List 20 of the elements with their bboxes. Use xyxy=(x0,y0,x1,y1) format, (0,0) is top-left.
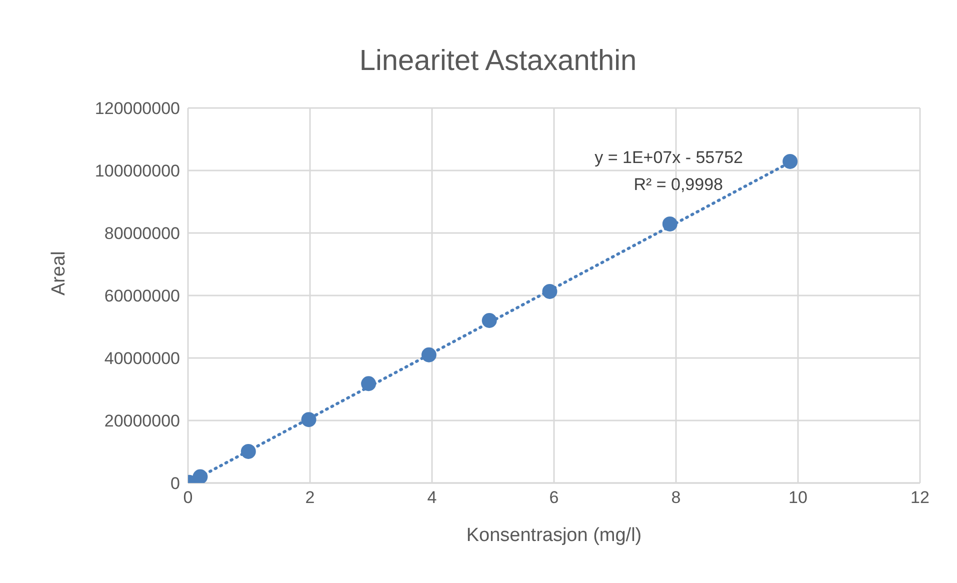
y-tick-label: 40000000 xyxy=(104,349,180,368)
x-axis-title: Konsentrasjon (mg/l) xyxy=(466,525,642,546)
y-tick-label: 60000000 xyxy=(104,286,180,306)
x-tick-label: 6 xyxy=(549,488,559,508)
annotation: y = 1E+07x - 55752 xyxy=(594,148,743,167)
y-axis-title: Areal xyxy=(48,251,70,296)
x-tick-label: 12 xyxy=(910,488,930,508)
y-tick-label: 120000000 xyxy=(94,99,180,118)
y-tick-label: 20000000 xyxy=(104,412,180,431)
y-tick-label: 80000000 xyxy=(104,224,180,244)
annotation: R² = 0,9998 xyxy=(634,175,723,194)
x-tick-label: 10 xyxy=(788,488,808,508)
x-tick-label: 4 xyxy=(427,488,437,508)
x-tick-label: 2 xyxy=(305,488,315,508)
x-tick-label: 8 xyxy=(671,488,681,508)
x-tick-label: 0 xyxy=(183,488,193,508)
y-tick-label: 100000000 xyxy=(94,162,180,181)
y-tick-label: 0 xyxy=(170,474,180,494)
point xyxy=(782,154,798,169)
chart-title: Linearitet Astaxanthin xyxy=(359,45,637,77)
